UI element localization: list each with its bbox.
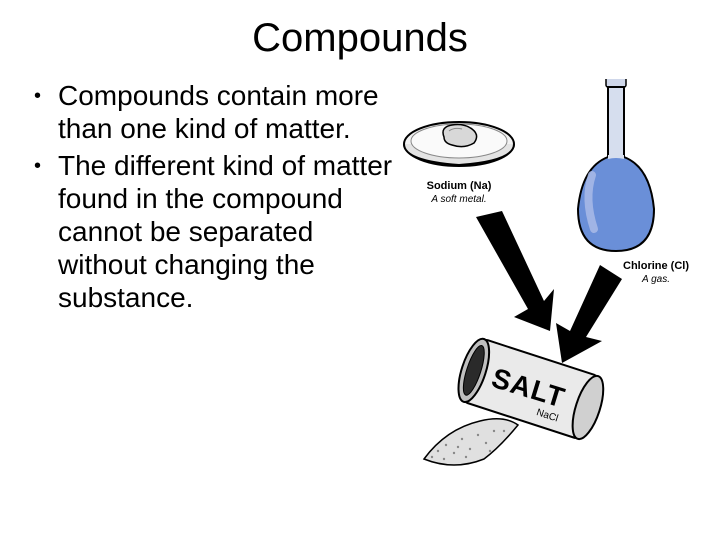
- bullet-mark: •: [34, 149, 58, 314]
- bullet-list: • Compounds contain more than one kind o…: [34, 79, 394, 504]
- compound-diagram: Sodium (Na) A soft metal. Chlorine (Cl) …: [394, 79, 694, 499]
- chlorine-icon: [578, 79, 654, 251]
- chlorine-sublabel: A gas.: [641, 274, 670, 285]
- salt-pile: [424, 419, 518, 465]
- list-item: • Compounds contain more than one kind o…: [34, 79, 394, 145]
- bullet-text: The different kind of matter found in th…: [58, 149, 394, 314]
- chlorine-label: Chlorine (Cl): [623, 260, 689, 272]
- list-item: • The different kind of matter found in …: [34, 149, 394, 314]
- sodium-sublabel: A soft metal.: [430, 194, 486, 205]
- figure: Sodium (Na) A soft metal. Chlorine (Cl) …: [394, 79, 694, 504]
- bullet-text: Compounds contain more than one kind of …: [58, 79, 394, 145]
- arrow-sodium-to-salt: [476, 211, 554, 331]
- sodium-icon: [404, 122, 514, 166]
- sodium-label: Sodium (Na): [427, 180, 492, 192]
- slide-title: Compounds: [0, 0, 720, 79]
- arrow-chlorine-to-salt: [556, 265, 622, 363]
- content-row: • Compounds contain more than one kind o…: [0, 79, 720, 504]
- bullet-mark: •: [34, 79, 58, 145]
